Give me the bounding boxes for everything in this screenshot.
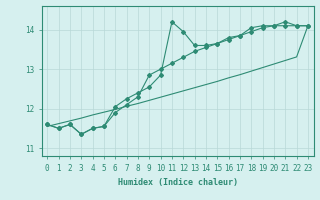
- X-axis label: Humidex (Indice chaleur): Humidex (Indice chaleur): [118, 178, 237, 187]
